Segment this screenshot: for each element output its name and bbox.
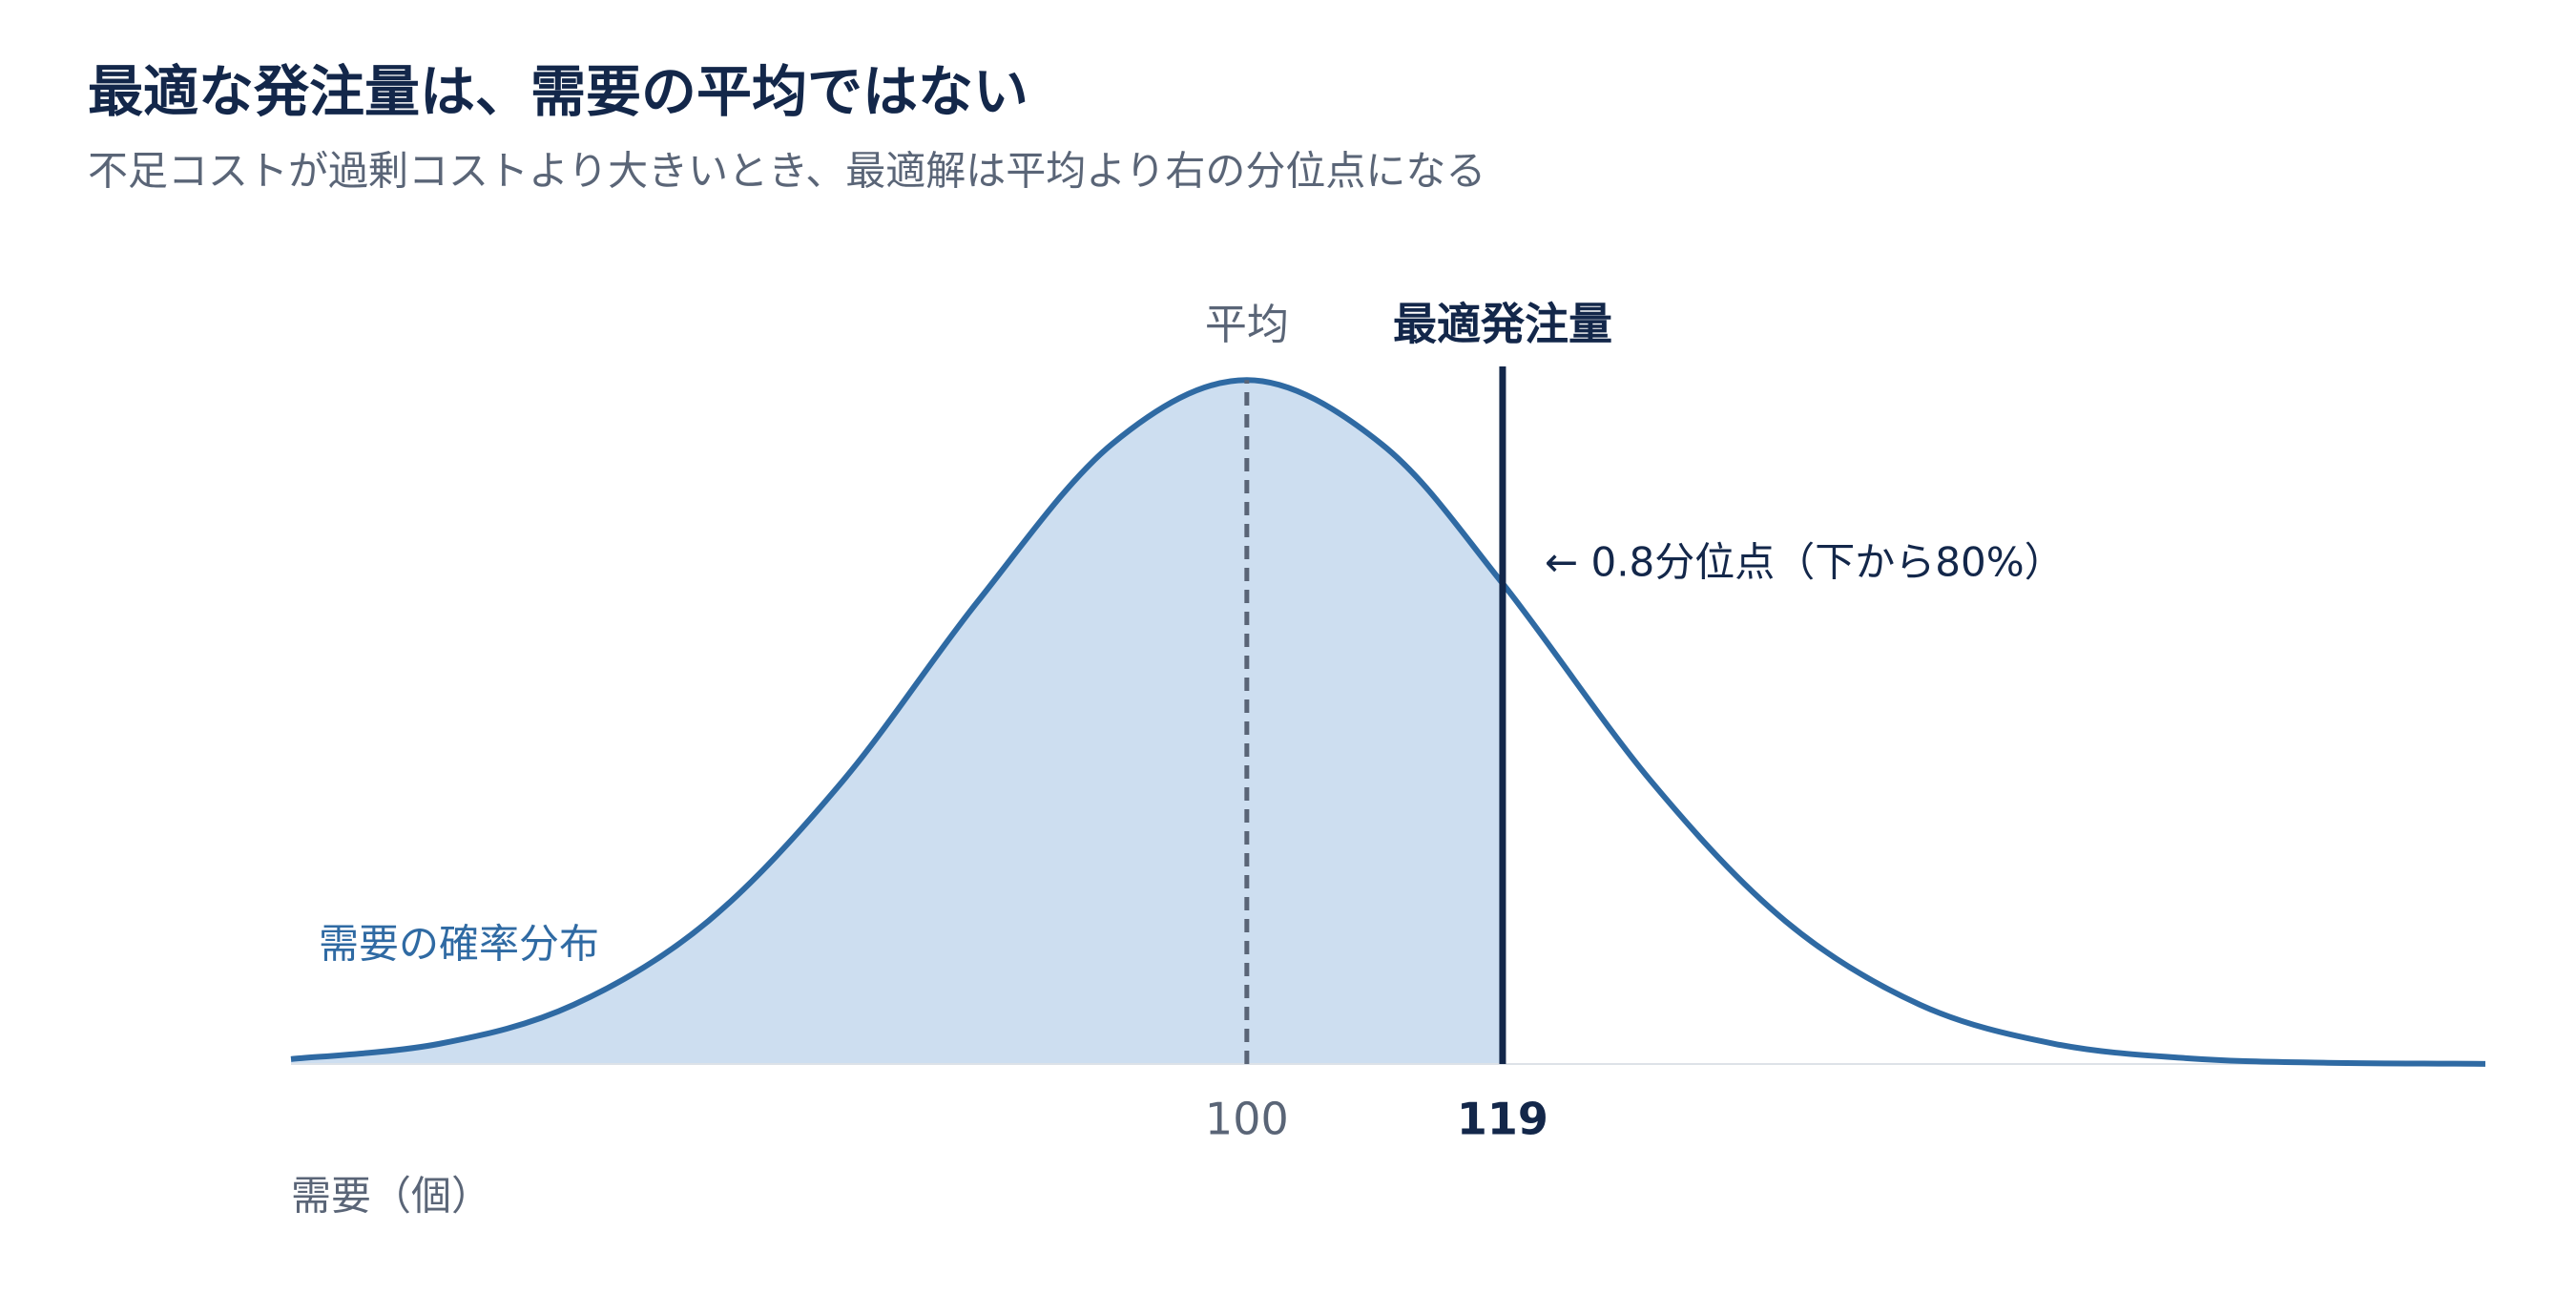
chart-title: 最適な発注量は、需要の平均ではない <box>88 59 1028 124</box>
chart-subtitle: 不足コストが過剰コストより大きいとき、最適解は平均より右の分位点になる <box>88 148 1485 195</box>
x-tick-label: 100 <box>1205 1094 1289 1145</box>
shaded-area <box>291 380 1503 1065</box>
quantile-annotation: ← 0.8分位点（下から80%） <box>1545 539 2065 586</box>
optimal-label: 最適発注量 <box>1393 299 1612 350</box>
density-curve <box>290 377 2486 1067</box>
mean-label: 平均 <box>1205 301 1289 349</box>
x-axis-label: 需要（個） <box>291 1173 491 1220</box>
series-label: 需要の確率分布 <box>319 921 599 968</box>
x-tick-label: 119 <box>1457 1094 1548 1145</box>
